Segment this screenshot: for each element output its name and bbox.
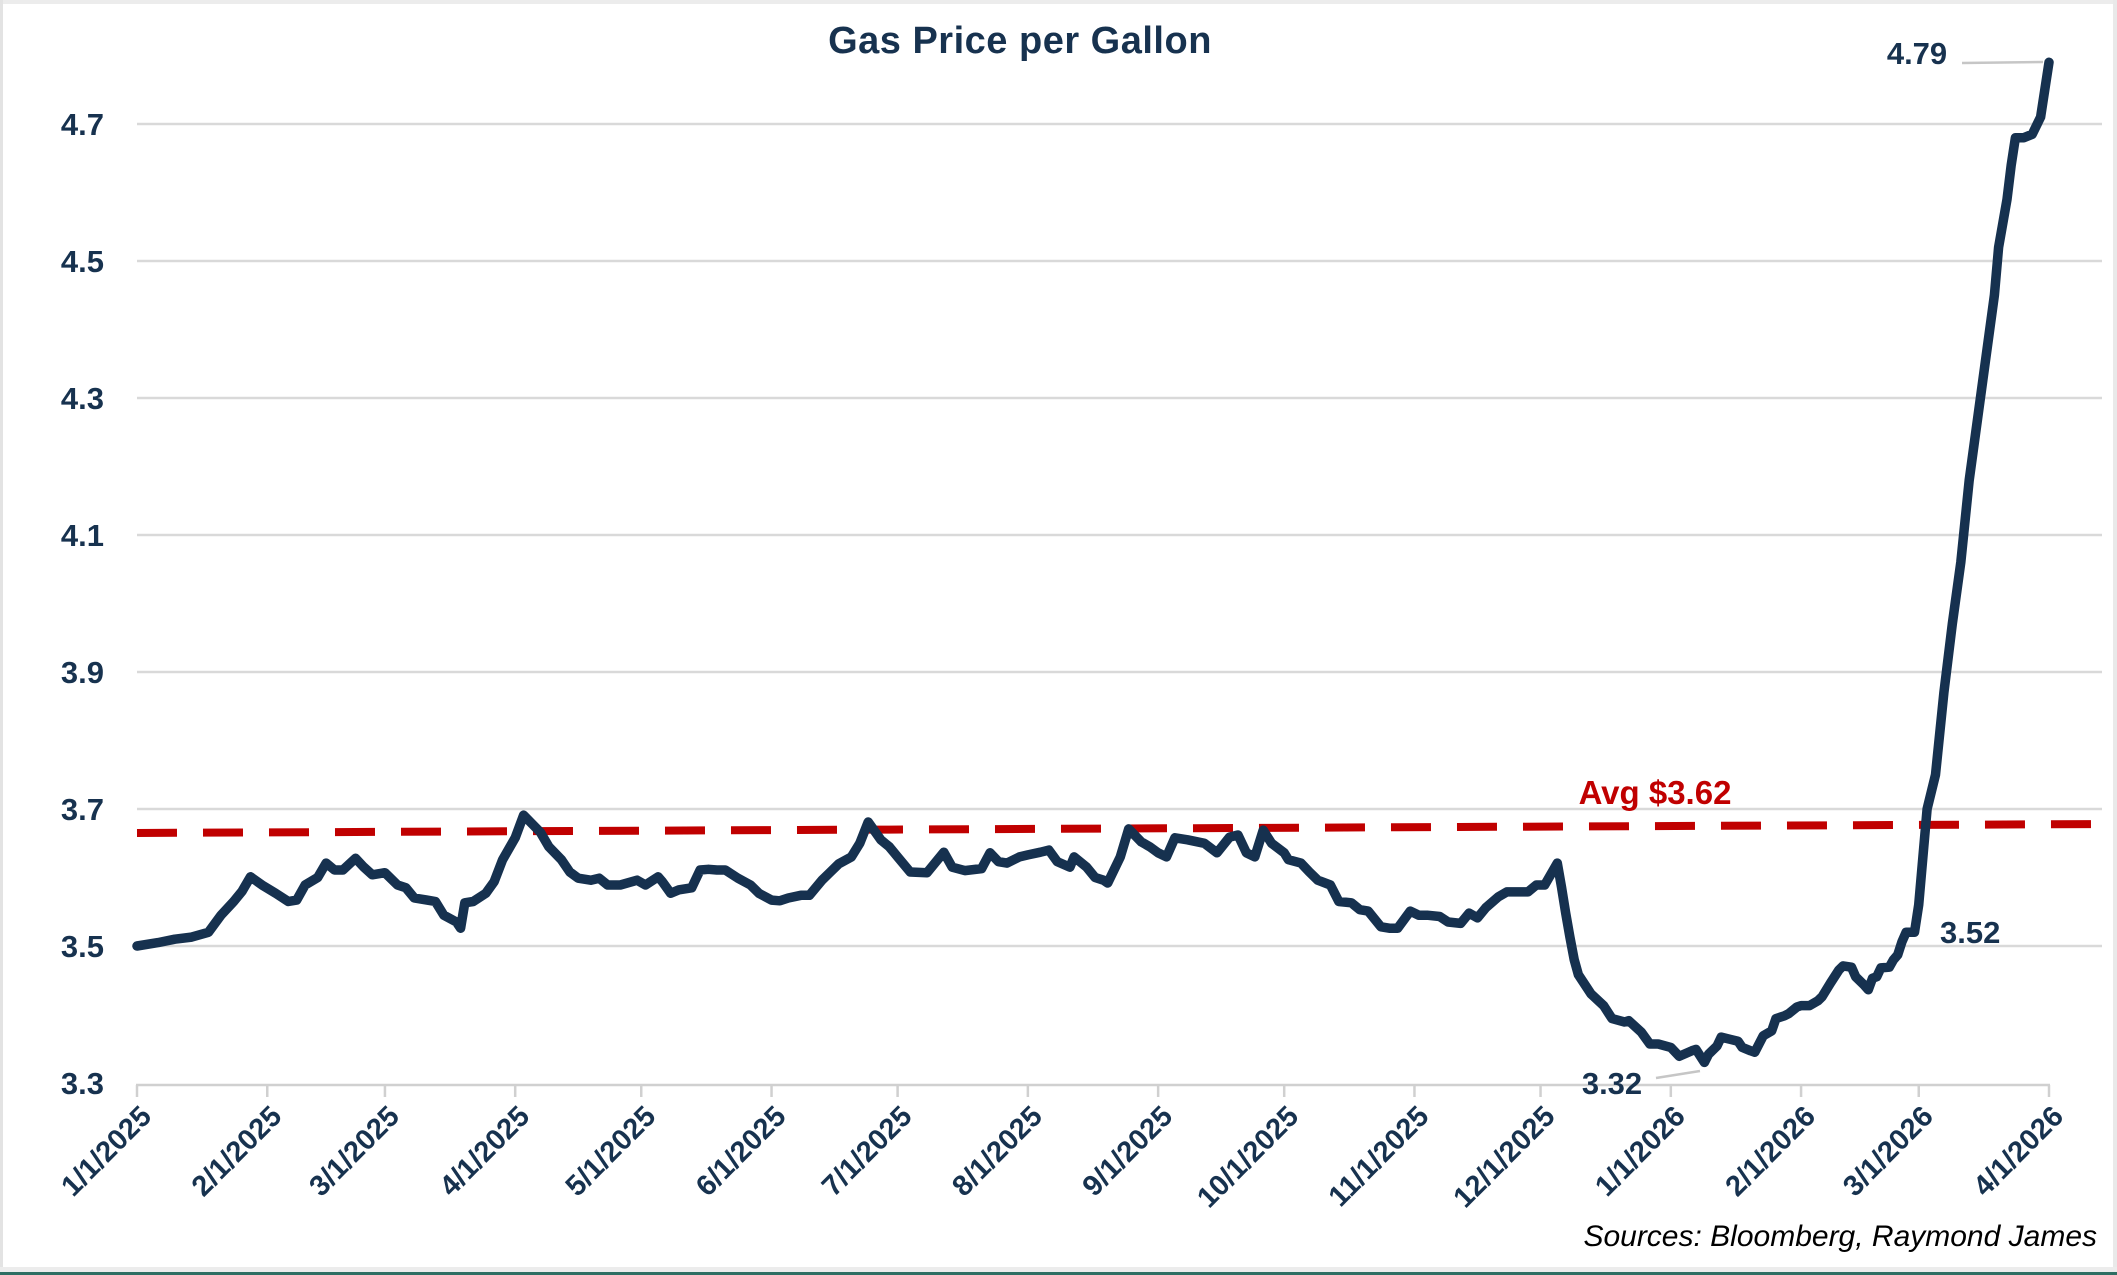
y-tick-label: 3.9 [61,655,104,690]
average-line-label: Avg $3.62 [1578,774,1732,811]
frame-border-top [0,0,2117,4]
frame-border-bottom-pad [0,1267,2117,1272]
frame-border-right [2113,0,2117,1275]
annotation-peak-value: 4.79 [1886,36,1948,71]
y-tick-label: 4.7 [61,107,104,142]
x-tick-label: 8/1/2025 [946,1100,1048,1202]
frame-border-bottom [0,1272,2117,1275]
x-tick-label: 3/1/2025 [303,1100,405,1202]
source-note: Sources: Bloomberg, Raymond James [1583,1220,2097,1253]
y-tick-label: 4.1 [61,518,104,553]
leader-line-min [1655,1069,1701,1080]
leader-line-peak [1961,60,2044,65]
x-tick-label: 4/1/2025 [434,1100,536,1202]
x-tick-label: 1/1/2025 [55,1100,157,1202]
x-tick-label: 5/1/2025 [560,1100,662,1202]
y-tick-label: 3.5 [61,929,104,964]
x-tick-label: 12/1/2025 [1448,1100,1562,1214]
x-tick-label: 10/1/2025 [1191,1100,1305,1214]
frame-border-left [0,0,3,1275]
y-tick-label: 4.5 [61,244,104,279]
x-tick-label: 11/1/2025 [1323,1100,1436,1213]
x-tick-label: 2/1/2026 [1720,1100,1822,1202]
gas-price-series-line [132,57,2054,1068]
y-tick-label: 4.3 [61,381,104,416]
x-tick-label: 2/1/2025 [186,1100,288,1202]
x-tick-label: 9/1/2025 [1077,1100,1179,1202]
y-tick-label: 3.7 [61,792,104,827]
x-tick-label: 6/1/2025 [690,1100,792,1202]
x-tick-label: 4/1/2026 [1967,1100,2069,1202]
x-tick-label: 1/1/2026 [1589,1100,1691,1202]
annotation-min-value: 3.32 [1581,1066,1643,1101]
x-tick-label: 3/1/2026 [1837,1100,1939,1202]
average-dashed-line [136,820,2103,837]
x-tick-label: 7/1/2025 [816,1100,918,1202]
chart-title: Gas Price per Gallon [828,20,1212,62]
y-tick-label: 3.3 [61,1066,104,1101]
annotation-pre-spike-value: 3.52 [1940,915,2001,950]
